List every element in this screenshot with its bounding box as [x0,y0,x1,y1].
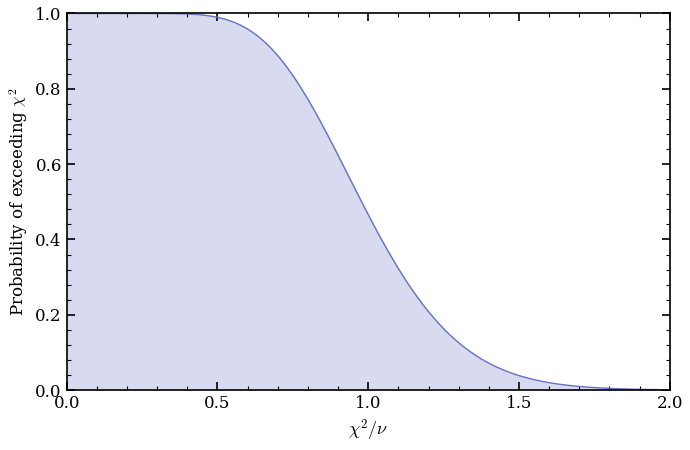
Y-axis label: Probability of exceeding $\chi^2$: Probability of exceeding $\chi^2$ [7,87,30,316]
X-axis label: $\chi^2/\nu$: $\chi^2/\nu$ [348,418,388,443]
